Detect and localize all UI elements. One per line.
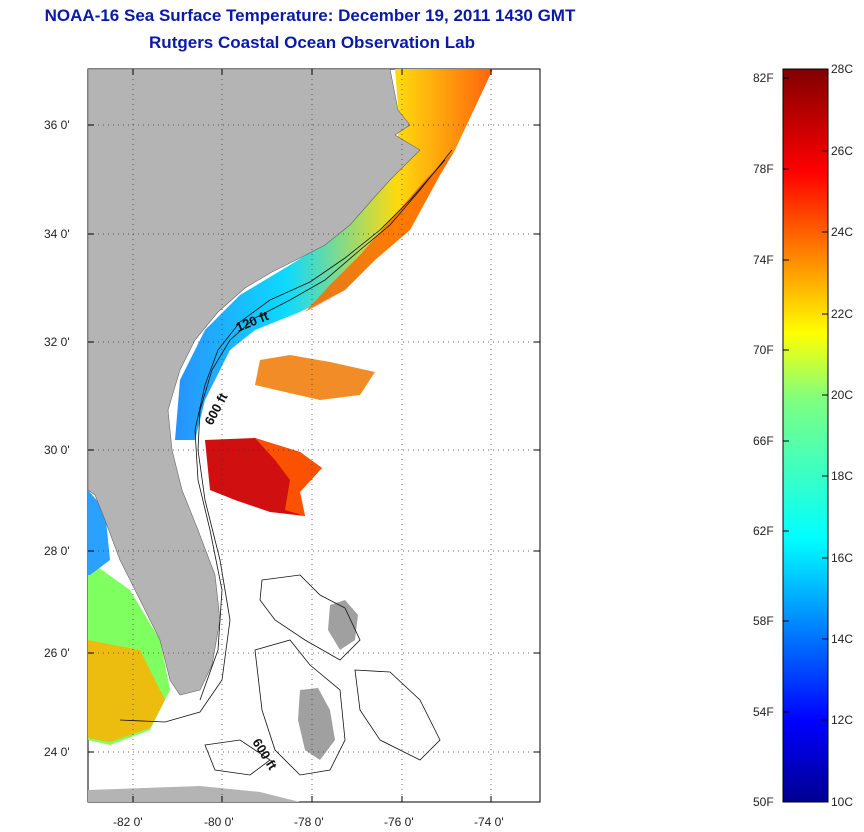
- colorbar-f-label: 58F: [753, 614, 774, 628]
- tick-marks: [88, 69, 540, 802]
- graticule: [88, 69, 540, 802]
- colorbar-c-label: 10C: [831, 795, 853, 809]
- land-bahamas-andros: [298, 688, 335, 760]
- lon-label: -78 0': [294, 815, 324, 829]
- lat-label: 36 0': [44, 118, 70, 132]
- colorbar-ticks: [783, 77, 828, 721]
- map-title: NOAA-16 Sea Surface Temperature: Decembe…: [44, 6, 576, 25]
- lat-label: 28 0': [44, 544, 70, 558]
- land-us-east-coast: [88, 69, 421, 696]
- lat-label: 24 0': [44, 745, 70, 759]
- lat-label: 34 0': [44, 227, 70, 241]
- colorbar-c-label: 26C: [831, 144, 853, 158]
- lon-label: -76 0': [384, 815, 414, 829]
- sst-patch-gulfstream-edge: [255, 438, 322, 516]
- land-bahamas-abaco: [328, 600, 358, 650]
- colorbar-f-label: 70F: [753, 343, 774, 357]
- lat-label: 26 0': [44, 646, 70, 660]
- map-subtitle: Rutgers Coastal Ocean Observation Lab: [149, 33, 475, 52]
- colorbar-c-label: 24C: [831, 225, 853, 239]
- colorbar-c-label: 22C: [831, 307, 853, 321]
- lon-label: -74 0': [474, 815, 504, 829]
- colorbar-f-label: 78F: [753, 162, 774, 176]
- land-cuba: [88, 786, 300, 802]
- colorbar-c-label: 14C: [831, 632, 853, 646]
- colorbar-f-label: 62F: [753, 524, 774, 538]
- lon-label: -82 0': [113, 815, 143, 829]
- colorbar-f-label: 74F: [753, 253, 774, 267]
- colorbar-c-label: 20C: [831, 388, 853, 402]
- sst-patch-florida-gulf-warm: [88, 640, 165, 742]
- lat-label: 32 0': [44, 335, 70, 349]
- sst-swath-warm-band: [305, 150, 455, 312]
- sst-swath-north: [175, 69, 493, 440]
- colorbar-f-label: 54F: [753, 705, 774, 719]
- colorbar-c-label: 12C: [831, 713, 853, 727]
- colorbar-f-label: 82F: [753, 71, 774, 85]
- colorbar-c-label: 16C: [831, 551, 853, 565]
- colorbar: [782, 68, 829, 803]
- colorbar-f-label: 50F: [753, 795, 774, 809]
- isobath-contours: [119, 149, 453, 776]
- sst-patch-offshore: [255, 355, 375, 400]
- colorbar-f-label: 66F: [753, 434, 774, 448]
- colorbar-c-label: 28C: [831, 62, 853, 76]
- lon-label: -80 0': [204, 815, 234, 829]
- lat-label: 30 0': [44, 443, 70, 457]
- colorbar-c-label: 18C: [831, 469, 853, 483]
